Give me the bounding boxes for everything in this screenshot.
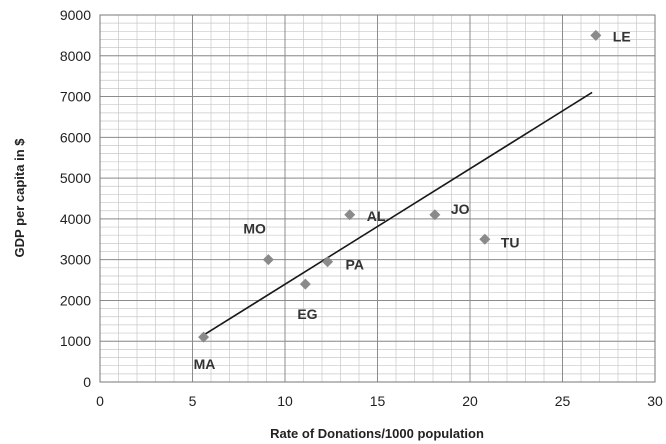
data-label-al: AL	[367, 208, 386, 224]
data-label-jo: JO	[451, 201, 470, 217]
x-tick-label: 5	[189, 393, 197, 409]
y-tick-label: 5000	[60, 170, 91, 186]
data-point-pa	[322, 256, 334, 268]
data-point-labels: MA MO EG PA AL JO TU LE	[194, 28, 631, 372]
x-axis-title: Rate of Donations/1000 population	[270, 426, 484, 441]
data-point-jo	[429, 209, 441, 221]
y-tick-label: 3000	[60, 252, 91, 268]
y-tick-label: 9000	[60, 7, 91, 23]
y-tick-labels: 0 1000 2000 3000 4000 5000 6000 7000 8000 9000	[60, 7, 91, 390]
data-point-mo	[262, 254, 274, 266]
data-point-al	[344, 209, 356, 221]
data-point-eg	[299, 278, 311, 290]
data-point-ma	[198, 331, 210, 343]
data-label-eg: EG	[297, 306, 317, 322]
data-label-pa: PA	[346, 257, 364, 273]
y-tick-label: 1000	[60, 333, 91, 349]
y-axis-title: GDP per capita in $	[12, 138, 27, 258]
y-tick-label: 8000	[60, 48, 91, 64]
x-tick-label: 20	[462, 393, 478, 409]
x-tick-labels: 0 5 10 15 20 25 30	[96, 393, 663, 409]
data-points	[198, 29, 602, 343]
y-tick-label: 7000	[60, 89, 91, 105]
data-label-mo: MO	[243, 221, 266, 237]
y-tick-label: 6000	[60, 129, 91, 145]
x-tick-label: 10	[277, 393, 293, 409]
data-label-ma: MA	[194, 356, 216, 372]
y-tick-label: 0	[83, 374, 91, 390]
data-label-tu: TU	[501, 234, 520, 250]
trendline	[203, 91, 593, 336]
x-tick-label: 0	[96, 393, 104, 409]
plot-border	[99, 14, 656, 383]
y-tick-label: 4000	[60, 211, 91, 227]
data-point-tu	[479, 233, 491, 245]
data-point-le	[590, 29, 602, 41]
x-tick-label: 15	[370, 393, 386, 409]
y-tick-label: 2000	[60, 292, 91, 308]
x-tick-label: 25	[555, 393, 571, 409]
data-label-le: LE	[613, 28, 631, 44]
x-tick-label: 30	[647, 393, 663, 409]
